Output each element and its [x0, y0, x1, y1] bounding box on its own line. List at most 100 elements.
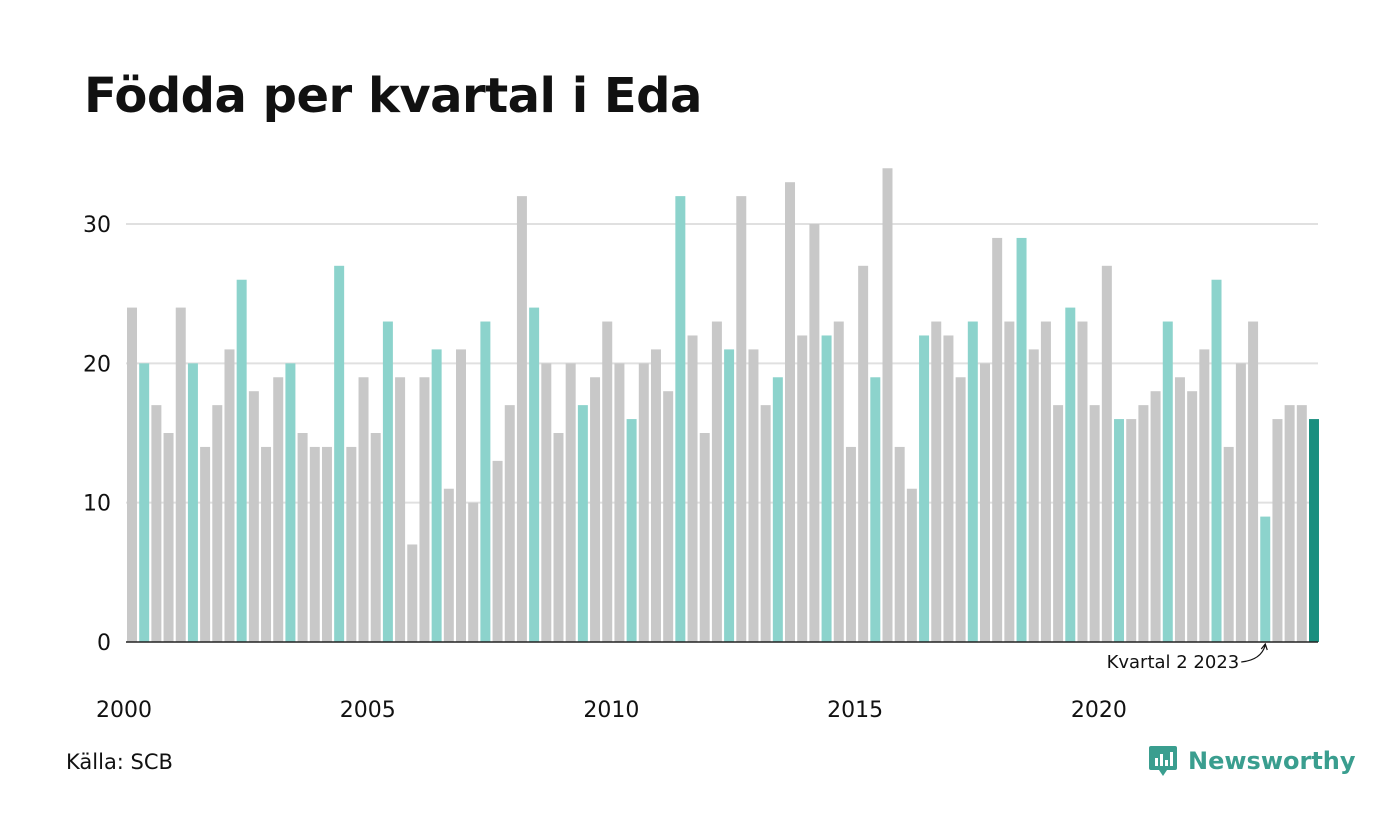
- bar: [346, 446, 357, 642]
- bar: [1260, 516, 1271, 642]
- bar: [1028, 349, 1039, 642]
- bar: [1309, 419, 1319, 642]
- bar: [212, 405, 223, 642]
- bar: [261, 446, 272, 642]
- bar: [602, 321, 613, 642]
- x-tick-label: 2015: [827, 698, 883, 723]
- bar: [285, 363, 296, 642]
- bar: [480, 321, 491, 642]
- bar: [979, 363, 990, 642]
- bar: [614, 363, 625, 642]
- bar: [1211, 279, 1222, 642]
- bar: [419, 377, 430, 642]
- bar: [1053, 405, 1064, 642]
- bar: [1187, 391, 1198, 642]
- bar: [163, 433, 174, 642]
- bar: [1296, 405, 1307, 642]
- bar: [955, 377, 966, 642]
- bar: [845, 446, 856, 642]
- bar: [1199, 349, 1210, 642]
- bar: [1138, 405, 1149, 642]
- bar: [724, 349, 735, 642]
- bar: [541, 363, 552, 642]
- bar: [1235, 363, 1246, 642]
- bar: [529, 307, 540, 642]
- x-tick-label: 2005: [340, 698, 396, 723]
- bar: [175, 307, 186, 642]
- bar: [443, 488, 454, 642]
- bar: [821, 335, 832, 642]
- bar: [1248, 321, 1259, 642]
- bar: [797, 335, 808, 642]
- bar: [650, 349, 661, 642]
- bar: [638, 363, 649, 642]
- bar: [553, 433, 564, 642]
- bar: [590, 377, 601, 642]
- bar: [785, 182, 796, 642]
- bar: [992, 237, 1003, 642]
- bar: [870, 377, 881, 642]
- bar: [321, 446, 332, 642]
- bar: [943, 335, 954, 642]
- bar: [456, 349, 466, 642]
- bar: [663, 391, 674, 642]
- bar: [577, 405, 588, 642]
- x-tick-label: 2000: [96, 698, 152, 723]
- bar: [1284, 405, 1295, 642]
- axes: 0 10 20 30 2000 2005 2010 2015 2020: [83, 213, 1318, 723]
- annotation: Kvartal 2 2023: [1107, 642, 1268, 673]
- bar: [236, 279, 247, 642]
- bar: [1150, 391, 1161, 642]
- bars: [127, 168, 1319, 642]
- bar: [699, 433, 710, 642]
- bar: [626, 419, 637, 642]
- brand-logo[interactable]: Newsworthy: [1148, 744, 1356, 778]
- bar: [334, 265, 345, 642]
- bar: [224, 349, 235, 642]
- bar: [1272, 419, 1283, 642]
- source-note: Källa: SCB: [66, 750, 173, 774]
- bar: [736, 196, 747, 642]
- bar: [711, 321, 722, 642]
- newsworthy-logo-icon: [1149, 746, 1177, 776]
- bar: [675, 196, 686, 642]
- bar: [919, 335, 930, 642]
- chart-title: Födda per kvartal i Eda: [84, 68, 702, 124]
- bar: [1016, 237, 1027, 642]
- bar: [273, 377, 284, 642]
- bar: [894, 446, 905, 642]
- bar: [309, 446, 320, 642]
- bar: [1065, 307, 1076, 642]
- bar: [931, 321, 942, 642]
- bar: [504, 405, 515, 642]
- x-tick-label: 2010: [583, 698, 639, 723]
- bar: [748, 349, 759, 642]
- bar: [139, 363, 150, 642]
- bar: [1126, 419, 1137, 642]
- bar: [565, 363, 576, 642]
- bar: [1174, 377, 1185, 642]
- bar: [200, 446, 211, 642]
- bar: [687, 335, 698, 642]
- bar: [1114, 419, 1125, 642]
- bar: [407, 544, 418, 642]
- bar: [358, 377, 369, 642]
- brand-name: Newsworthy: [1188, 747, 1356, 775]
- bar: [882, 168, 893, 642]
- bar: [431, 349, 442, 642]
- bar: [187, 363, 198, 642]
- bar: [516, 196, 527, 642]
- bar: [1162, 321, 1173, 642]
- bar: [1004, 321, 1015, 642]
- bar: [382, 321, 393, 642]
- bar: [1223, 446, 1234, 642]
- x-tick-label: 2020: [1071, 698, 1127, 723]
- bar: [468, 502, 479, 642]
- bar: [760, 405, 771, 642]
- bar: [1101, 265, 1112, 642]
- bar: [967, 321, 978, 642]
- bar: [809, 224, 820, 642]
- bar: [772, 377, 783, 642]
- y-tick-label: 30: [83, 213, 111, 238]
- bar: [297, 433, 308, 642]
